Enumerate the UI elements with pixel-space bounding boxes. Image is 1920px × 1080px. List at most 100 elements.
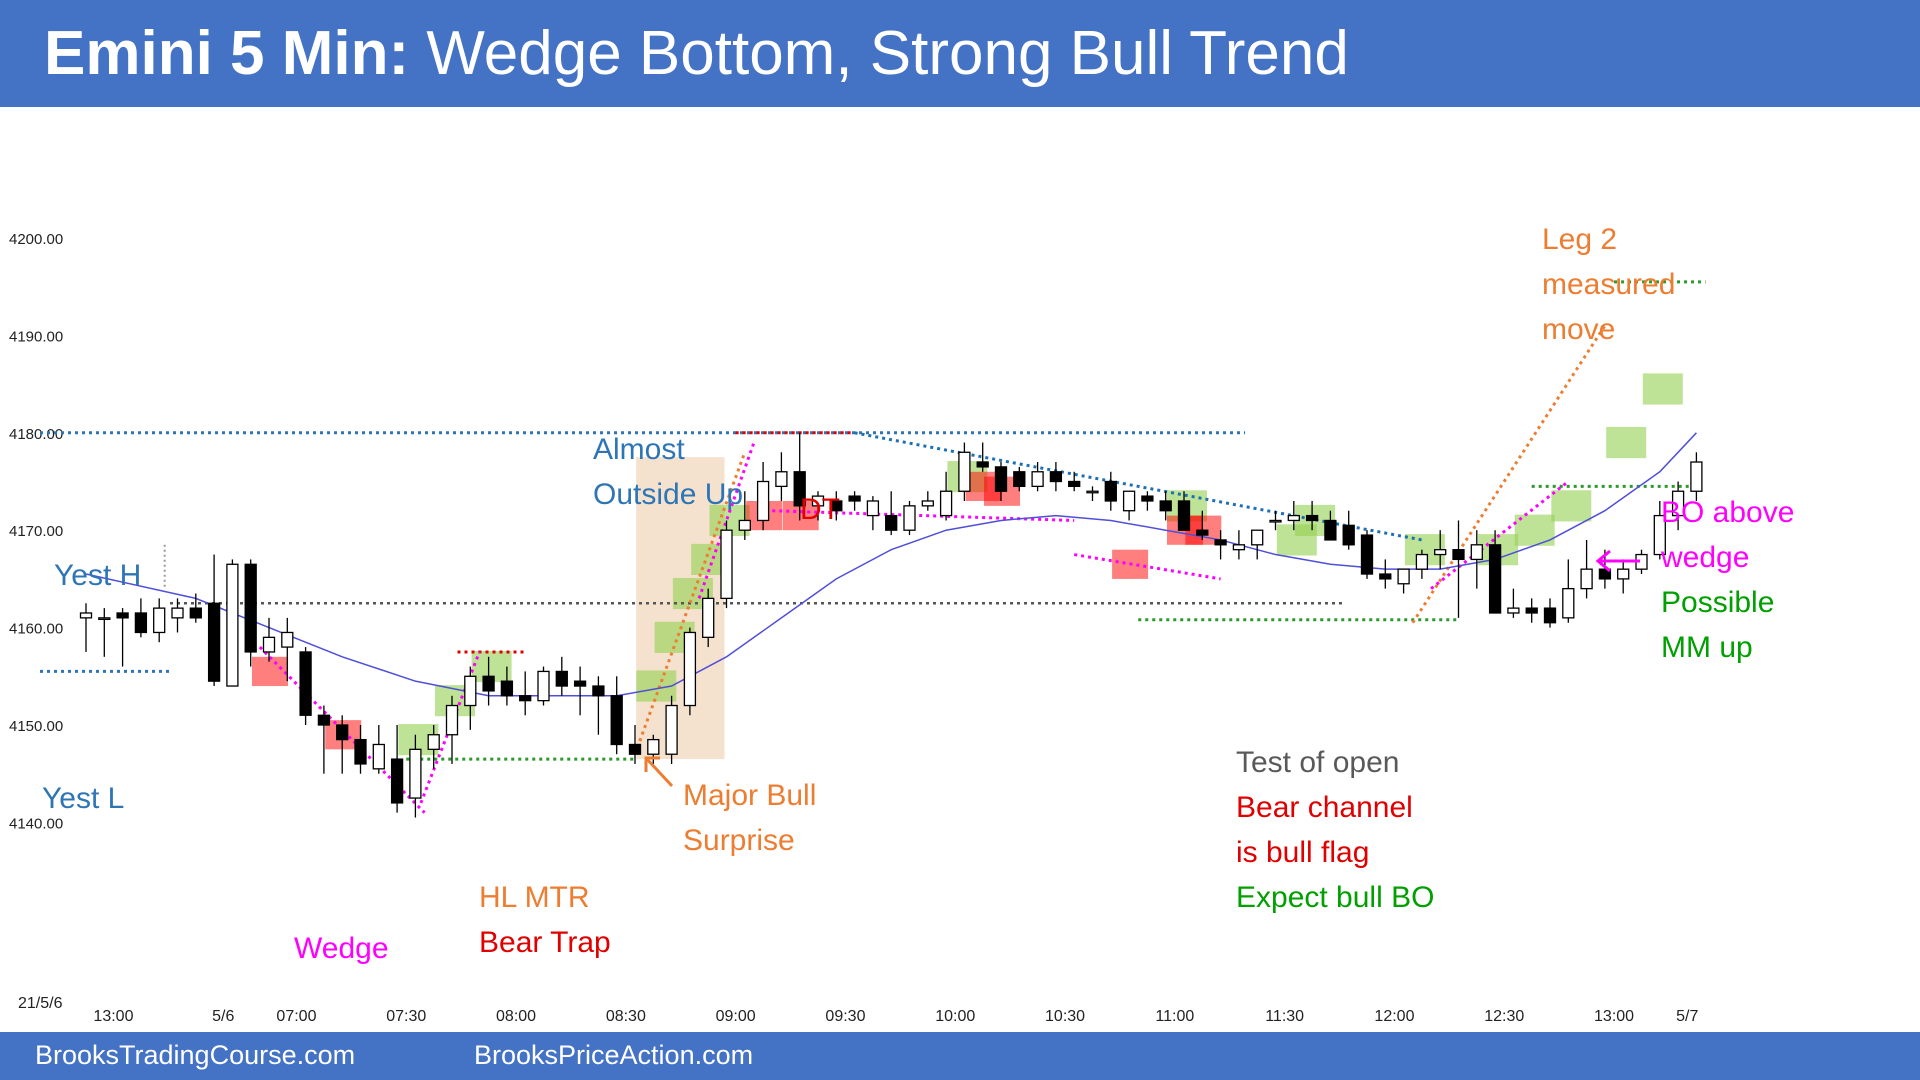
bear-candle: [592, 685, 605, 697]
candles: [79, 432, 1703, 818]
bear-candle: [1452, 549, 1465, 561]
y-tick-label: 4150.00: [9, 718, 63, 735]
bear-candle: [1141, 495, 1154, 502]
bull-candle: [811, 495, 825, 507]
bear-candle: [1013, 471, 1026, 488]
y-tick-label: 4160.00: [9, 621, 63, 638]
bull-candle: [903, 505, 916, 531]
bear-candle: [500, 680, 514, 697]
annotation-outside-up: Outside Up: [593, 478, 743, 511]
measured-move-line: [1411, 324, 1607, 624]
footer-bar: BrooksTradingCourse.com BrooksPriceActio…: [0, 1032, 1920, 1080]
bull-candle: [665, 704, 678, 755]
bear-candle: [1360, 534, 1374, 575]
bull-candle: [1617, 568, 1630, 580]
x-tick-label: 07:00: [276, 1008, 316, 1025]
annotation-yest-h: Yest H: [54, 559, 141, 592]
footer-link-brookstradingcourse[interactable]: BrooksTradingCourse.com: [35, 1040, 356, 1070]
bear-candle: [976, 461, 989, 468]
bear-candle: [482, 675, 495, 692]
footer-link-brookspriceaction[interactable]: BrooksPriceAction.com: [474, 1040, 754, 1070]
bull-candle: [1562, 587, 1575, 619]
x-tick-label: 13:00: [93, 1008, 133, 1025]
bear-candle: [1342, 524, 1355, 546]
y-tick-label: 4180.00: [9, 426, 63, 443]
x-tick-label: 13:00: [1594, 1008, 1634, 1025]
bull-candle: [1397, 568, 1410, 585]
title-rest: Wedge Bottom, Strong Bull Trend: [409, 19, 1349, 88]
bull-candle: [1269, 519, 1282, 523]
bear-candle: [1196, 529, 1209, 536]
bull-candle: [939, 490, 953, 517]
bear-candle: [610, 695, 623, 746]
bull-candle: [372, 743, 385, 770]
bear-channel-top-line: [854, 431, 1423, 542]
bear-candle: [555, 670, 568, 687]
bear-candle: [390, 758, 404, 804]
bull-candle: [720, 529, 733, 600]
x-tick-label: 5/7: [1676, 1008, 1698, 1025]
annotation-surprise: Surprise: [683, 824, 795, 857]
annotation-major-bull: Major Bull: [683, 779, 816, 812]
y-tick-label: 4140.00: [9, 815, 63, 832]
annotation-test-of-open: Test of open: [1236, 746, 1399, 779]
annotation-bo-above: BO above: [1661, 496, 1794, 529]
x-tick-label: 09:30: [825, 1008, 865, 1025]
bull-channel-line: [633, 451, 747, 755]
x-tick-label: 07:30: [386, 1008, 426, 1025]
bull-candle: [79, 612, 93, 619]
bear-candle: [1379, 573, 1392, 580]
x-tick-label: 08:30: [606, 1008, 646, 1025]
bull-candle: [647, 738, 660, 755]
x-tick-label: 11:00: [1155, 1008, 1194, 1025]
x-tick-label: 09:00: [716, 1008, 756, 1025]
bull-candle: [537, 670, 550, 702]
bull-candle: [1671, 490, 1685, 517]
annotation-almost: Almost: [593, 433, 685, 466]
bull-candle: [409, 748, 422, 799]
bear-channel-bottom-line: [772, 509, 1075, 522]
bull-candle: [1434, 549, 1447, 556]
arrow-bo-head: [1595, 549, 1611, 573]
annotation-wedge: Wedge: [294, 932, 389, 965]
x-tick-label: 11:30: [1265, 1008, 1304, 1025]
bear-candle: [336, 724, 349, 741]
bear-candle: [628, 743, 642, 755]
bull-candle: [756, 480, 770, 522]
x-tick-label: 12:30: [1484, 1008, 1524, 1025]
bear-candle: [994, 466, 1008, 492]
bull-candle: [958, 451, 971, 492]
wedge-breakout-line: [1430, 480, 1570, 590]
bull-candle: [1287, 514, 1300, 522]
ema-line: [85, 432, 1697, 697]
title-bold: Emini 5 Min:: [44, 19, 410, 88]
bull-candle: [427, 734, 440, 750]
bear-candle: [244, 563, 257, 653]
bear-candle: [1488, 544, 1502, 614]
bull-candle: [921, 500, 934, 507]
annotation-dt: DT: [800, 493, 840, 526]
y-tick-label: 4170.00: [9, 523, 63, 540]
title-bar: Emini 5 Min: Wedge Bottom, Strong Bull T…: [0, 0, 1920, 107]
bull-candle: [1415, 553, 1429, 570]
annotation-bear-channel: Bear channel: [1236, 791, 1413, 824]
bull-candle: [1031, 471, 1044, 488]
bull-candle: [1507, 607, 1520, 614]
annotation-expect-bull-bo: Expect bull BO: [1236, 881, 1434, 914]
bear-candle: [1543, 607, 1557, 624]
bull-candle: [866, 500, 880, 517]
bull-candle: [464, 675, 477, 707]
bear-candle: [317, 714, 331, 726]
date-label: 21/5/6: [18, 995, 63, 1012]
bear-candle: [1104, 480, 1117, 502]
bull-candle: [226, 563, 239, 687]
bear-candle: [1214, 539, 1227, 546]
bull-candle: [1232, 544, 1246, 551]
price-chart: 4200.00 4190.00 4180.00 4170.00 4160.00 4150.…: [9, 223, 1794, 1025]
bear-candle: [354, 738, 367, 765]
bull-signal-box: [1606, 426, 1647, 459]
bull-candle: [1086, 490, 1099, 494]
bear-candle: [519, 695, 532, 702]
annotation-bear-trap: Bear Trap: [479, 926, 611, 959]
page-title: Emini 5 Min: Wedge Bottom, Strong Bull T…: [44, 18, 1349, 89]
